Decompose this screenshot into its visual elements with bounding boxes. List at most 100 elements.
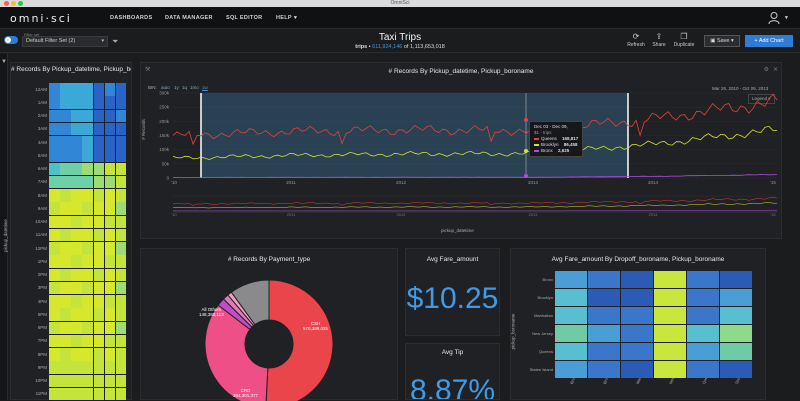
heatmap-cell: [49, 308, 60, 321]
heatmap-cell: [555, 343, 587, 360]
heatmap-cell: [115, 202, 127, 215]
overview-line-brooklyn: [172, 202, 777, 209]
heatmap-cell: [93, 122, 105, 136]
x-tick-label: 2011: [286, 180, 296, 185]
series-line-brooklyn[interactable]: [172, 125, 778, 161]
avg-tip-value: 8.87%: [409, 374, 496, 400]
nav-help[interactable]: HELP: [276, 15, 292, 21]
refresh-button[interactable]: ⟳ Refresh: [624, 32, 648, 48]
bin-1w[interactable]: 1w: [202, 85, 208, 90]
heatmap-pickup-title: # Records By Pickup_datetime, Pickup_bor…: [11, 66, 131, 73]
table-name: trips: [355, 44, 368, 50]
heatmap-cell: [115, 83, 127, 96]
heatmap-pickup-row-label: 12PM: [35, 245, 47, 251]
heatmap-pickup-row-label: 11AM: [35, 232, 47, 238]
filter-set-value: Default Filter Set (2): [26, 38, 76, 44]
heatmap-cell: [82, 242, 93, 255]
dashboard-title[interactable]: Taxi Trips: [378, 32, 422, 43]
heatmap-cell: [104, 149, 116, 162]
gear-icon[interactable]: ⚙: [763, 67, 769, 73]
heatmap-cell: [720, 325, 752, 342]
user-menu-chevron-icon[interactable]: ▾: [785, 15, 789, 21]
heatmap-pickup-grid[interactable]: [49, 83, 127, 401]
heatmap-boro-ylabel: pickup_boroname: [510, 313, 516, 350]
x-tick-label: '10: [171, 180, 177, 185]
overview-x-tick-label: 2011: [287, 212, 296, 217]
donut-slice-others[interactable]: [230, 279, 270, 326]
heatmap-cell: [60, 136, 71, 149]
add-chart-button[interactable]: + Add Chart: [745, 35, 793, 47]
filter-set-toggle[interactable]: [4, 36, 18, 44]
filter-icon[interactable]: ▼: [1, 59, 7, 65]
bin-1mo[interactable]: 1mo: [190, 85, 199, 90]
series-line-bronx[interactable]: [173, 174, 778, 178]
omnisci-logo[interactable]: omni·sci: [10, 12, 72, 25]
heatmap-cell: [71, 96, 82, 109]
heatmap-cell: [71, 361, 82, 374]
chart-options-icon[interactable]: ⚒: [145, 67, 151, 73]
heatmap-cell: [49, 215, 60, 229]
heatmap-boro-grid[interactable]: [555, 271, 753, 379]
heatmap-cell: [71, 295, 82, 308]
maximize-window-button[interactable]: [18, 1, 23, 6]
heatmap-cell: [71, 202, 82, 215]
close-window-button[interactable]: [4, 1, 9, 6]
nav-sql-editor[interactable]: SQL EDITOR: [226, 15, 263, 21]
heatmap-cell: [49, 281, 60, 295]
heatmap-cell: [60, 308, 71, 321]
series-line-queens[interactable]: [172, 93, 778, 146]
line-chart-panel: # Records By Pickup_datetime, Pickup_bor…: [140, 62, 782, 239]
share-button[interactable]: ⇪ Share: [647, 32, 671, 48]
heatmap-boro-row-label: Queens: [538, 349, 553, 354]
heatmap-cell: [115, 268, 127, 282]
heatmap-cell: [104, 96, 116, 109]
heatmap-cell: [93, 242, 105, 255]
heatmap-cell: [588, 343, 620, 360]
heatmap-cell: [93, 387, 105, 401]
donut-slice-crd[interactable]: [204, 304, 269, 401]
heatmap-cell: [93, 255, 105, 268]
share-icon: ⇪: [655, 32, 663, 41]
heatmap-cell: [104, 202, 116, 215]
heatmap-cell: [82, 334, 93, 348]
heatmap-cell: [49, 175, 60, 189]
heatmap-cell: [60, 387, 71, 401]
heatmap-cell: [115, 281, 127, 295]
heatmap-cell: [60, 281, 71, 295]
heatmap-cell: [71, 374, 82, 388]
avg-tip-panel: Avg Tip 8.87%: [405, 343, 500, 400]
line-chart-plot[interactable]: 300k250k200k150k100k50k0'10'102011201120…: [141, 63, 783, 240]
bin-1y[interactable]: 1y: [174, 85, 179, 90]
heatmap-cell: [104, 321, 116, 335]
x-tick-label: 2013: [528, 180, 539, 185]
nav-dashboards[interactable]: DASHBOARDS: [110, 15, 153, 21]
filter-funnel-icon[interactable]: ⏷: [112, 37, 119, 46]
heatmap-cell: [115, 149, 127, 162]
payment-type-donut[interactable]: [141, 249, 399, 401]
tooltip-range: Dec 03 - Dec 09,: [534, 124, 568, 129]
heatmap-cell: [621, 343, 653, 360]
heatmap-pickup-row-label: 4PM: [37, 298, 47, 304]
bin-1q[interactable]: 1q: [182, 85, 188, 90]
heatmap-pickup-row-label: 7PM: [37, 338, 47, 344]
heatmap-cell: [115, 361, 127, 374]
heatmap-cell: [49, 83, 60, 96]
close-icon[interactable]: ✕: [772, 67, 778, 73]
save-button[interactable]: ▣ Save ▾: [704, 35, 740, 47]
heatmap-cell: [104, 295, 116, 308]
heatmap-pickup-row-label: 6PM: [37, 325, 47, 331]
heatmap-boro-row-label: Brooklyn: [537, 295, 553, 300]
heatmap-cell: [93, 202, 105, 215]
heatmap-cell: [104, 136, 116, 149]
heatmap-cell: [82, 83, 93, 96]
heatmap-cell: [93, 228, 105, 242]
minimize-window-button[interactable]: [11, 1, 16, 6]
bin-auto[interactable]: auto: [161, 85, 170, 90]
heatmap-cell: [71, 175, 82, 189]
share-label: Share: [652, 42, 666, 48]
donut-slice-csh[interactable]: [265, 279, 334, 401]
nav-data-manager[interactable]: DATA MANAGER: [165, 15, 213, 21]
filter-set-select[interactable]: Default Filter Set (2) ▾: [22, 36, 108, 47]
duplicate-button[interactable]: ❐ Duplicate: [672, 32, 696, 48]
user-icon[interactable]: [768, 11, 782, 25]
